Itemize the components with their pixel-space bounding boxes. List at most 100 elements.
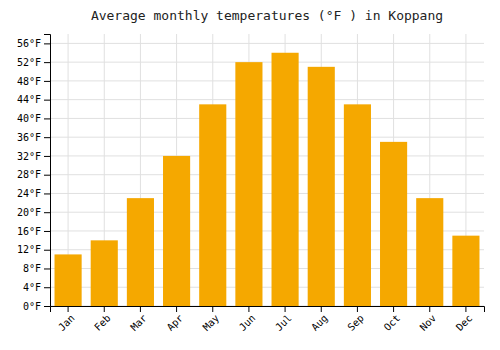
tick-label: May xyxy=(201,312,222,333)
tick: Oct xyxy=(382,306,403,333)
tick: 36°F xyxy=(17,132,50,143)
title: Average monthly temperatures (°F ) in Ko… xyxy=(91,8,443,23)
tick-mark xyxy=(176,306,177,312)
grid-line xyxy=(50,118,484,119)
bar xyxy=(199,104,226,306)
axis-line xyxy=(44,35,51,307)
tick: 20°F xyxy=(17,207,50,218)
bar xyxy=(308,67,335,306)
grid-line xyxy=(50,174,484,175)
tick-label: 16°F xyxy=(17,226,41,237)
tick-label: Aug xyxy=(309,312,330,333)
tick-mark xyxy=(44,43,50,44)
tick: Mar xyxy=(128,306,149,333)
bars xyxy=(55,53,480,306)
tick-label: 12°F xyxy=(17,244,41,255)
axis-line xyxy=(51,307,485,313)
tick-mark xyxy=(104,306,105,312)
tick: 8°F xyxy=(23,263,50,274)
tick-label: Mar xyxy=(128,312,149,333)
tick: Dec xyxy=(454,306,475,333)
tick-label: Jun xyxy=(237,312,258,333)
x-axis: JanFebMarAprMayJunJulAugSepOctNovDec xyxy=(51,306,485,333)
bar xyxy=(55,254,82,306)
tick-label: 20°F xyxy=(17,207,41,218)
tick-label: Apr xyxy=(165,312,186,333)
tick-mark xyxy=(44,212,50,213)
grid-line xyxy=(50,62,484,63)
grid-line xyxy=(50,193,484,194)
tick-mark xyxy=(44,81,50,82)
grid-line xyxy=(50,137,484,138)
tick: 56°F xyxy=(17,38,50,49)
tick: 12°F xyxy=(17,244,50,255)
tick-label: 36°F xyxy=(17,132,41,143)
tick: 52°F xyxy=(17,57,50,68)
tick-label: 24°F xyxy=(17,188,41,199)
tick-label: Oct xyxy=(382,312,403,333)
tick: 16°F xyxy=(17,226,50,237)
tick-mark xyxy=(429,306,430,312)
tick-label: 56°F xyxy=(17,38,41,49)
tick-label: Sep xyxy=(345,312,366,333)
bar xyxy=(127,198,154,306)
grid-line xyxy=(50,80,484,81)
chart: 0°F 4°F 8°F 12°F 16°F 20°F 24°F 28°F 32°F 36°F 40°… xyxy=(0,0,500,350)
tick-mark xyxy=(212,306,213,312)
tick: 28°F xyxy=(17,169,50,180)
tick-mark xyxy=(465,306,466,312)
bar xyxy=(452,236,479,306)
tick-mark xyxy=(44,287,50,288)
tick: 4°F xyxy=(23,282,50,293)
grid-line xyxy=(50,155,484,156)
bar xyxy=(235,62,262,306)
tick-mark xyxy=(44,193,50,194)
tick: 40°F xyxy=(17,113,50,124)
tick: Sep xyxy=(345,306,366,333)
tick-mark xyxy=(44,100,50,101)
tick-mark xyxy=(393,306,394,312)
tick-mark xyxy=(357,306,358,312)
tick-mark xyxy=(44,62,50,63)
tick-mark xyxy=(44,268,50,269)
tick-mark xyxy=(44,118,50,119)
tick-mark xyxy=(44,175,50,176)
tick-label: Jan xyxy=(56,312,77,333)
tick-label: Dec xyxy=(454,312,475,333)
bar xyxy=(416,198,443,306)
tick-mark xyxy=(321,306,322,312)
tick-label: Nov xyxy=(418,312,439,333)
tick-label: 44°F xyxy=(17,94,41,105)
tick-label: 52°F xyxy=(17,57,41,68)
tick: 48°F xyxy=(17,76,50,87)
tick: Aug xyxy=(309,306,330,333)
grid xyxy=(50,34,484,306)
tick: Jan xyxy=(56,306,77,333)
grid-line xyxy=(50,99,484,100)
tick-mark xyxy=(285,306,286,312)
bar xyxy=(344,104,371,306)
tick-label: 48°F xyxy=(17,76,41,87)
tick-mark xyxy=(44,250,50,251)
tick: 44°F xyxy=(17,94,50,105)
tick-mark xyxy=(68,306,69,312)
tick: Nov xyxy=(418,306,439,333)
bar xyxy=(91,240,118,306)
bar xyxy=(163,156,190,306)
tick-label: 40°F xyxy=(17,113,41,124)
tick: Feb xyxy=(92,306,113,333)
bar xyxy=(380,142,407,306)
tick-label: 0°F xyxy=(23,301,41,312)
tick-mark xyxy=(248,306,249,312)
tick: 0°F xyxy=(23,301,50,312)
tick: May xyxy=(201,306,222,333)
tick-label: 8°F xyxy=(23,263,41,274)
tick-mark xyxy=(44,137,50,138)
tick-mark xyxy=(44,306,50,307)
tick-mark xyxy=(140,306,141,312)
tick-label: 4°F xyxy=(23,282,41,293)
tick-label: Feb xyxy=(92,312,113,333)
tick: 32°F xyxy=(17,151,50,162)
tick: Apr xyxy=(165,306,186,333)
tick-mark xyxy=(44,156,50,157)
